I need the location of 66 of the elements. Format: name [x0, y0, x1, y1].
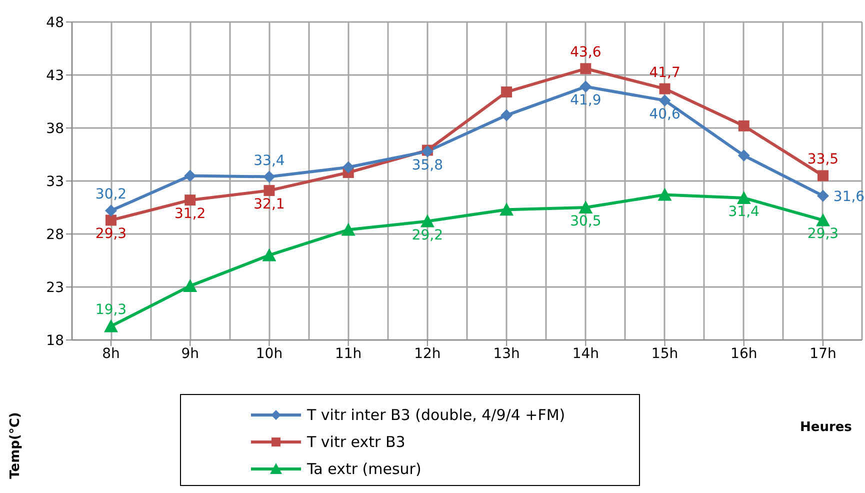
x-tick-label: 14h	[572, 346, 600, 362]
point	[106, 214, 116, 226]
point	[500, 109, 513, 122]
y-tick-label: 23	[46, 280, 64, 296]
data-label: 31,2	[174, 206, 206, 222]
point	[659, 83, 670, 94]
x-tick-label: 10h	[256, 346, 283, 362]
point	[738, 120, 750, 132]
data-label: 31,4	[728, 204, 760, 220]
point	[658, 94, 671, 106]
y-tick-label: 28	[46, 226, 64, 243]
x-tick-label: 9h	[181, 346, 199, 362]
data-label: 33,4	[254, 152, 285, 169]
point	[658, 188, 672, 201]
data-label: 40,6	[649, 106, 680, 122]
point	[501, 86, 512, 98]
x-axis-title: Heures	[800, 420, 852, 435]
point	[817, 190, 829, 202]
data-label: 33,5	[807, 152, 839, 168]
data-label: 43,6	[570, 44, 602, 61]
data-label: 41,7	[649, 64, 680, 81]
point	[818, 170, 828, 182]
point	[500, 202, 514, 216]
y-tick-label: 33	[46, 174, 64, 190]
x-tick-label: 16h	[730, 346, 758, 362]
point	[816, 213, 830, 226]
x-tick-label: 12h	[414, 346, 441, 362]
y-tick-label: 38	[46, 120, 64, 137]
data-label: 29,3	[95, 226, 127, 242]
point	[105, 204, 117, 217]
point	[104, 319, 118, 332]
x-tick-label: 17h	[810, 346, 836, 362]
data-label: 19,3	[95, 302, 127, 318]
point	[578, 200, 593, 214]
point	[184, 170, 196, 182]
x-tick-label: 13h	[493, 346, 520, 362]
x-tick-label: 15h	[651, 346, 678, 362]
point	[184, 194, 196, 206]
data-label: 29,3	[807, 226, 839, 242]
point	[263, 170, 276, 183]
data-label: 30,5	[570, 214, 602, 230]
point	[736, 190, 751, 204]
x-tick-label: 8h	[102, 346, 120, 362]
y-tick-label: 48	[46, 14, 64, 31]
point	[342, 161, 354, 174]
legend-label: T vitr inter B3 (double, 4/9/4 +FM)	[307, 406, 566, 424]
y-tick-label: 18	[46, 332, 64, 349]
y-axis-title: Temp(°C)	[8, 412, 23, 478]
data-label: 31,6	[833, 188, 865, 205]
data-label: 35,8	[412, 157, 444, 174]
point	[580, 80, 592, 93]
data-label: 30,2	[95, 186, 127, 203]
point	[420, 214, 434, 228]
point	[738, 150, 750, 162]
point	[341, 222, 356, 236]
legend-label: T vitr extr B3	[307, 432, 406, 450]
data-label: 41,9	[570, 92, 602, 109]
point	[580, 63, 592, 74]
point	[264, 185, 275, 196]
point	[183, 278, 198, 292]
x-tick-label: 11h	[334, 346, 362, 362]
point	[262, 248, 276, 262]
legend-label: Ta extr (mesur)	[307, 460, 422, 478]
data-label: 32,1	[254, 196, 285, 213]
y-tick-label: 43	[46, 68, 64, 84]
data-label: 29,2	[412, 227, 444, 244]
